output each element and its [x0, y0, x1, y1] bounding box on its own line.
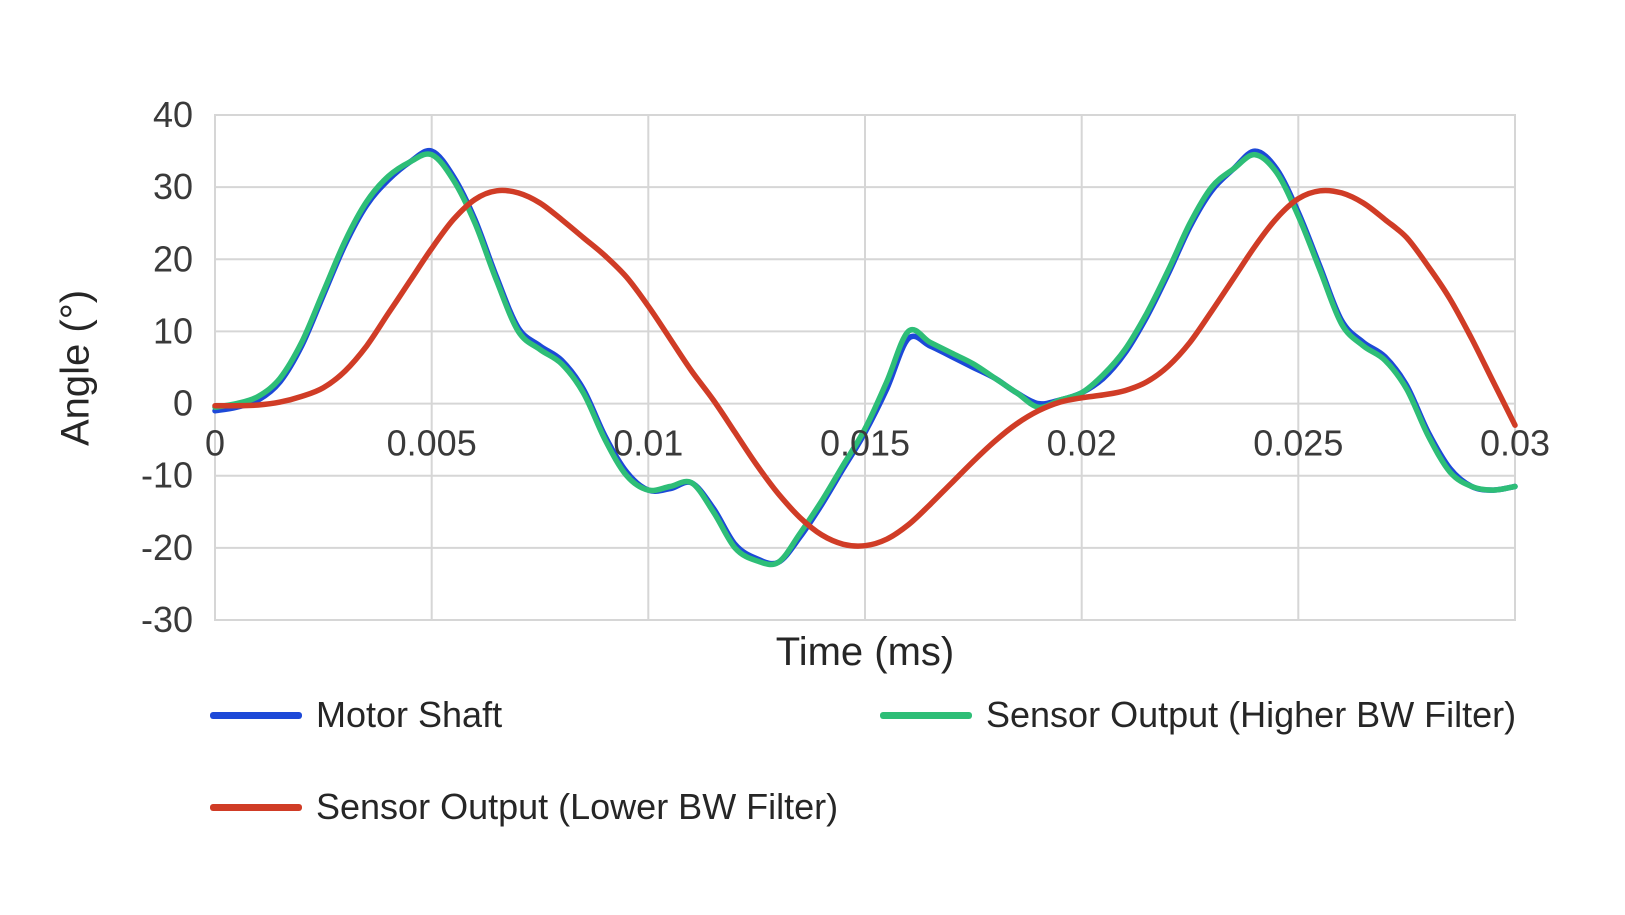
y-tick-label: 40	[153, 94, 193, 135]
y-tick-label: -10	[141, 455, 193, 496]
x-tick-label: 0.03	[1480, 423, 1550, 464]
legend-swatch-sensor-higher-bw	[880, 711, 972, 719]
legend-item-sensor-lower-bw: Sensor Output (Lower BW Filter)	[210, 786, 838, 828]
x-tick-label: 0.015	[820, 423, 910, 464]
legend-item-sensor-higher-bw: Sensor Output (Higher BW Filter)	[880, 694, 1516, 736]
y-tick-label: 0	[173, 383, 193, 424]
legend-swatch-sensor-lower-bw	[210, 803, 302, 811]
y-tick-label: 20	[153, 238, 193, 279]
series-line-sensor-lower-bw	[212, 187, 1518, 549]
y-axis-title: Angle (°)	[53, 289, 98, 447]
x-tick-label: 0.005	[387, 423, 477, 464]
plot-border	[214, 114, 1516, 621]
y-tick-label: 30	[153, 166, 193, 207]
legend-label-motor-shaft: Motor Shaft	[316, 694, 503, 735]
x-axis-title: Time (ms)	[775, 630, 955, 674]
legend-label-sensor-lower-bw: Sensor Output (Lower BW Filter)	[316, 786, 839, 827]
legend-item-motor-shaft: Motor Shaft	[210, 694, 502, 736]
y-tick-label: -20	[141, 527, 193, 568]
x-tick-label: 0.025	[1253, 423, 1343, 464]
x-tick-label: 0.01	[613, 423, 683, 464]
legend-swatch-motor-shaft	[210, 711, 302, 719]
y-tick-label: -30	[141, 599, 193, 640]
series-line-sensor-higher-bw	[212, 151, 1518, 568]
legend-label-sensor-higher-bw: Sensor Output (Higher BW Filter)	[986, 694, 1517, 735]
x-tick-label: 0	[205, 423, 225, 464]
y-tick-label: 10	[153, 310, 193, 351]
x-tick-label: 0.02	[1047, 423, 1117, 464]
